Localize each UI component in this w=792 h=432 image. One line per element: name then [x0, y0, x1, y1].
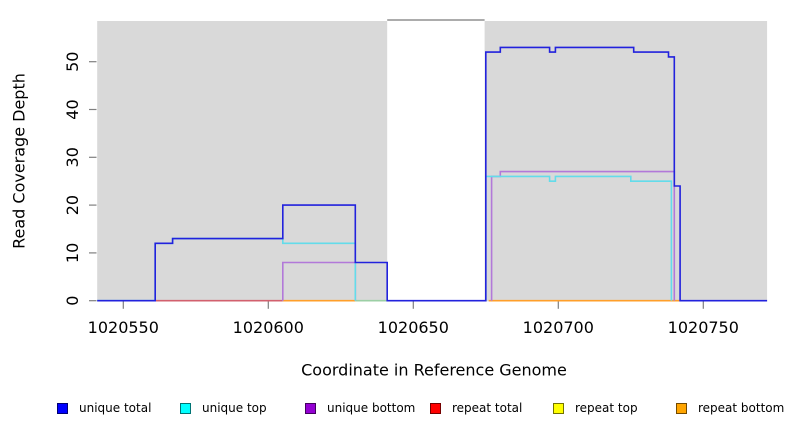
x-tick-label: 1020550 — [88, 318, 159, 337]
legend-label: repeat bottom — [698, 401, 785, 415]
x-tick-label: 1020650 — [378, 318, 449, 337]
legend-item-unique-top: unique top — [180, 401, 267, 415]
legend-label: unique bottom — [327, 401, 416, 415]
y-tick-label: 30 — [63, 147, 82, 167]
y-axis-title: Read Coverage Depth — [9, 73, 29, 249]
y-tick-label: 20 — [63, 195, 82, 215]
y-tick-label: 10 — [63, 243, 82, 263]
legend-item-repeat-bottom: repeat bottom — [676, 401, 784, 415]
legend-item-repeat-total: repeat total — [430, 401, 522, 415]
legend-item-unique-total: unique total — [57, 401, 151, 415]
legend-item-unique-bottom: unique bottom — [305, 401, 415, 415]
y-tick-label: 50 — [63, 52, 82, 72]
legend-item-repeat-top: repeat top — [553, 401, 638, 415]
legend-label: repeat top — [575, 401, 638, 415]
legend-swatch-icon — [57, 402, 68, 414]
legend-label: unique top — [202, 401, 267, 415]
legend-label: unique total — [79, 401, 152, 415]
legend-swatch-icon — [430, 402, 441, 414]
plot-background-left — [97, 21, 388, 302]
x-tick-label: 1020750 — [668, 318, 739, 337]
series-line-unique-bottom — [490, 170, 676, 301]
series-line-unique-total — [97, 46, 768, 302]
legend-label: repeat total — [452, 401, 523, 415]
y-tick-label: 40 — [63, 99, 82, 119]
legend-swatch-icon — [305, 402, 316, 414]
x-tick-label: 1020600 — [233, 318, 304, 337]
x-tick-label: 1020700 — [523, 318, 594, 337]
legend-swatch-icon — [180, 402, 191, 414]
x-axis-title: Coordinate in Reference Genome — [301, 360, 567, 380]
series-line-unique-top — [485, 175, 673, 301]
legend-swatch-icon — [676, 402, 687, 414]
legend-swatch-icon — [553, 402, 564, 414]
y-tick-label: 0 — [63, 296, 82, 306]
plot-background-right — [484, 21, 768, 302]
